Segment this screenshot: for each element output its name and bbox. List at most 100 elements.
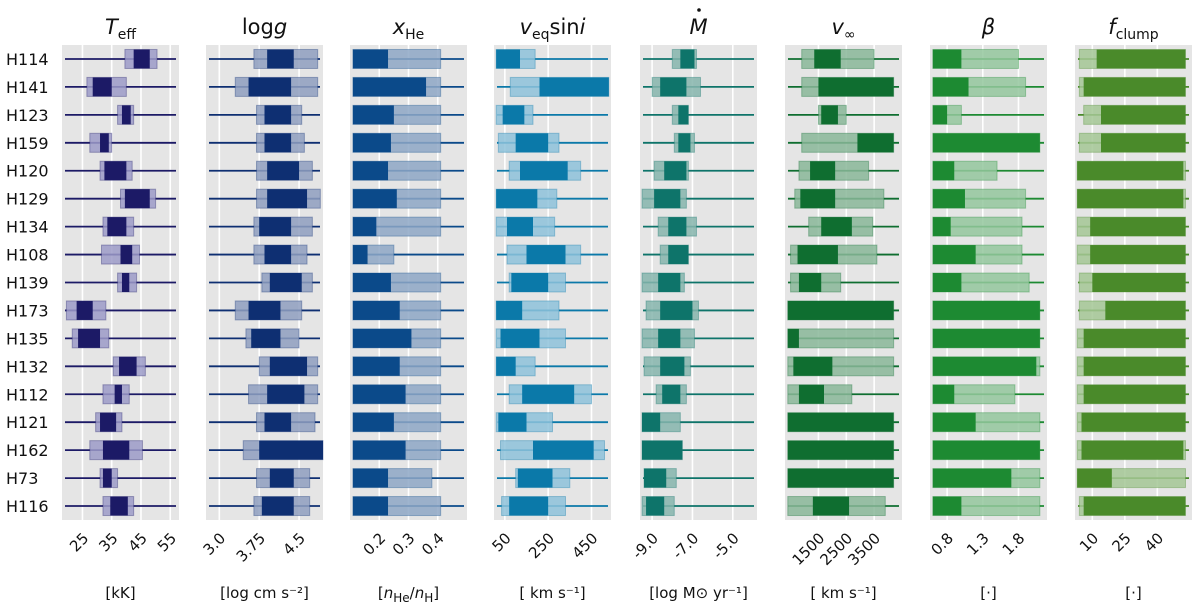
outer-box <box>787 328 895 349</box>
inner-box <box>932 356 1037 376</box>
panel-title: veqsini <box>520 15 586 43</box>
row-h120 <box>65 160 176 181</box>
row-h134 <box>932 216 1044 237</box>
row-h121 <box>932 412 1044 433</box>
row-h108 <box>497 244 608 265</box>
inner-box <box>352 440 406 460</box>
inner-box <box>102 440 130 460</box>
inner-box <box>267 161 300 181</box>
inner-box <box>133 49 150 69</box>
inner-box <box>100 412 117 432</box>
row-label-h114: H114 <box>6 50 49 69</box>
inner-box <box>107 217 127 237</box>
inner-box <box>646 496 665 516</box>
tick-label: 3500 <box>844 529 884 569</box>
row-label-h134: H134 <box>6 218 49 237</box>
inner-box <box>264 105 292 125</box>
inner-box <box>660 356 685 376</box>
row-h114 <box>1078 48 1189 69</box>
row-h108 <box>65 244 176 265</box>
panel-title-sub: ∞ <box>844 27 856 43</box>
inner-box <box>662 384 681 404</box>
row-h114 <box>352 48 464 69</box>
inner-box <box>932 412 976 432</box>
inner-box <box>800 189 836 209</box>
row-h73 <box>497 468 608 489</box>
row-h173 <box>932 300 1044 321</box>
inner-box <box>932 384 955 404</box>
inner-box <box>352 217 377 237</box>
inner-box <box>1081 412 1186 432</box>
row-h108 <box>932 244 1044 265</box>
inner-box <box>352 412 394 432</box>
panel-title-main: T <box>105 15 120 39</box>
row-h129 <box>641 188 754 209</box>
inner-box <box>264 133 292 153</box>
inner-box <box>352 468 389 488</box>
row-h129 <box>788 188 899 209</box>
inner-box <box>932 273 962 292</box>
inner-box <box>932 105 948 125</box>
inner-box <box>114 384 122 404</box>
tick-label: 1.3 <box>963 529 993 559</box>
tick-label: 4.5 <box>279 529 309 559</box>
row-h135 <box>641 328 754 349</box>
inner-box <box>352 273 391 292</box>
row-h132 <box>352 356 464 377</box>
inner-box <box>352 133 391 153</box>
tick-label: 3.75 <box>233 529 269 565</box>
row-label-h173: H173 <box>6 301 49 320</box>
inner-box <box>264 412 292 432</box>
inner-box <box>248 77 292 97</box>
inner-box <box>1083 328 1186 348</box>
inner-box <box>496 189 538 209</box>
inner-box <box>120 245 133 265</box>
inner-box <box>1090 245 1186 265</box>
row-h132 <box>787 356 899 377</box>
row-h134 <box>643 216 754 237</box>
inner-box <box>932 440 1040 460</box>
inner-box <box>932 189 965 209</box>
inner-box <box>798 384 824 404</box>
unit-label: [kK] <box>105 584 135 602</box>
unit-label: [ km s⁻¹] <box>519 584 585 602</box>
tick-label: 50 <box>489 529 515 555</box>
row-h139 <box>932 272 1044 293</box>
inner-box <box>517 468 553 488</box>
row-h112 <box>352 384 464 405</box>
row-h159 <box>209 132 320 153</box>
unit-part: H <box>424 591 433 605</box>
inner-box <box>787 328 799 348</box>
panel-title-tail: sin <box>550 15 580 39</box>
row-h132 <box>495 356 608 377</box>
row-h134 <box>788 216 899 237</box>
tick-label: 0.8 <box>927 529 957 559</box>
row-h135 <box>932 328 1044 349</box>
panel-title-main: x <box>392 15 406 39</box>
row-h123 <box>1078 104 1189 125</box>
row-h159 <box>788 132 899 153</box>
row-label-h132: H132 <box>6 357 49 376</box>
row-h132 <box>643 356 754 377</box>
inner-box <box>787 300 894 320</box>
panel-title-main: f <box>1108 15 1119 39</box>
row-h120 <box>352 160 464 181</box>
inner-box <box>259 440 323 460</box>
inner-box <box>526 245 566 265</box>
row-h123 <box>209 104 320 125</box>
row-labels: H114 H141 H123 H159 H120 H129 H134 H108 H139 H173… <box>6 50 49 516</box>
inner-box <box>352 496 389 516</box>
inner-box <box>104 161 127 181</box>
row-h116 <box>1078 496 1189 517</box>
row-h112 <box>643 384 754 405</box>
tick-label: 450 <box>568 529 601 562</box>
row-h132 <box>932 356 1044 377</box>
row-h123 <box>643 104 754 125</box>
row-h112 <box>65 384 176 405</box>
panel-title: fclump <box>1108 15 1159 43</box>
inner-box <box>812 496 850 516</box>
inner-box <box>522 384 575 404</box>
inner-box <box>251 328 281 348</box>
row-label-h141: H141 <box>6 78 49 97</box>
